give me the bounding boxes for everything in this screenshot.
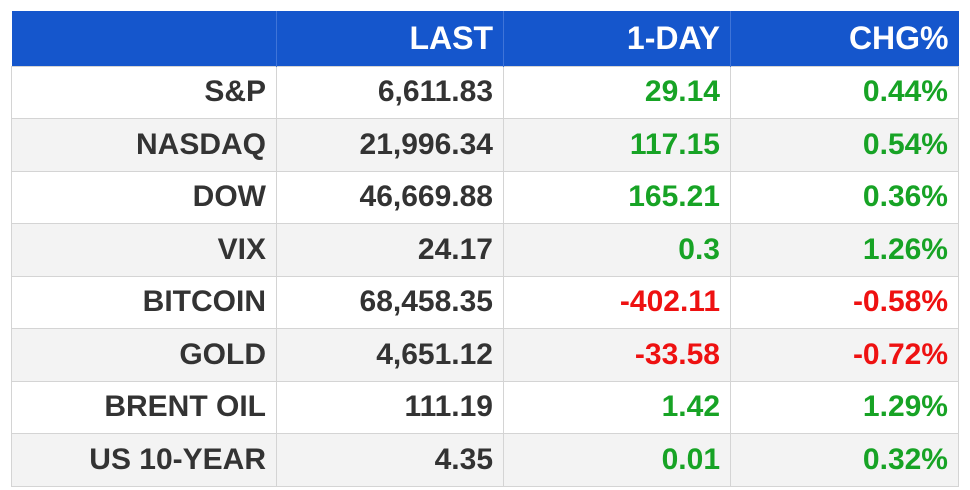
change-percent: 0.54% <box>730 118 959 172</box>
table-row: S&P 6,611.83 29.14 0.44% <box>11 65 959 119</box>
instrument-name: NASDAQ <box>11 118 277 172</box>
one-day-change: 29.14 <box>503 65 731 119</box>
table-row: VIX 24.17 0.3 1.26% <box>11 223 959 277</box>
change-percent: 0.32% <box>730 433 959 487</box>
table-row: US 10-YEAR 4.35 0.01 0.32% <box>11 433 959 487</box>
last-value: 46,669.88 <box>276 170 504 224</box>
table-row: BITCOIN 68,458.35 -402.11 -0.58% <box>11 275 959 329</box>
table-row: NASDAQ 21,996.34 117.15 0.54% <box>11 118 959 172</box>
instrument-name: US 10-YEAR <box>11 433 277 487</box>
header-name <box>11 11 277 66</box>
one-day-change: 165.21 <box>503 170 731 224</box>
one-day-change: 1.42 <box>503 380 731 434</box>
last-value: 4.35 <box>276 433 504 487</box>
change-percent: 1.29% <box>730 380 959 434</box>
one-day-change: -33.58 <box>503 328 731 382</box>
one-day-change: 0.3 <box>503 223 731 277</box>
one-day-change: -402.11 <box>503 275 731 329</box>
change-percent: -0.72% <box>730 328 959 382</box>
change-percent: 1.26% <box>730 223 959 277</box>
instrument-name: GOLD <box>11 328 277 382</box>
instrument-name: DOW <box>11 170 277 224</box>
instrument-name: BRENT OIL <box>11 380 277 434</box>
one-day-change: 117.15 <box>503 118 731 172</box>
last-value: 24.17 <box>276 223 504 277</box>
last-value: 21,996.34 <box>276 118 504 172</box>
last-value: 111.19 <box>276 380 504 434</box>
instrument-name: S&P <box>11 65 277 119</box>
header-chg-pct: CHG% <box>730 11 959 66</box>
last-value: 6,611.83 <box>276 65 504 119</box>
table-row: GOLD 4,651.12 -33.58 -0.72% <box>11 328 959 382</box>
header-row: LAST 1-DAY CHG% <box>11 11 959 66</box>
table-row: BRENT OIL 111.19 1.42 1.29% <box>11 380 959 434</box>
change-percent: -0.58% <box>730 275 959 329</box>
market-summary-table: LAST 1-DAY CHG% S&P 6,611.83 29.14 0.44%… <box>11 11 959 487</box>
instrument-name: BITCOIN <box>11 275 277 329</box>
last-value: 4,651.12 <box>276 328 504 382</box>
change-percent: 0.44% <box>730 65 959 119</box>
header-1-day: 1-DAY <box>503 11 731 66</box>
one-day-change: 0.01 <box>503 433 731 487</box>
table-row: DOW 46,669.88 165.21 0.36% <box>11 170 959 224</box>
change-percent: 0.36% <box>730 170 959 224</box>
last-value: 68,458.35 <box>276 275 504 329</box>
header-last: LAST <box>276 11 504 66</box>
instrument-name: VIX <box>11 223 277 277</box>
